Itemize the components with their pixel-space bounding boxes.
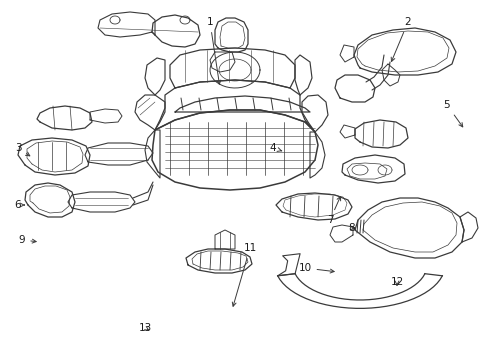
Text: 3: 3 [15, 143, 30, 156]
Polygon shape [302, 95, 327, 132]
Text: 8: 8 [348, 223, 355, 233]
Polygon shape [215, 18, 247, 52]
Polygon shape [459, 212, 477, 242]
Polygon shape [353, 28, 455, 75]
Polygon shape [277, 274, 442, 309]
Polygon shape [381, 64, 399, 86]
Polygon shape [329, 225, 352, 242]
Text: 5: 5 [443, 100, 462, 127]
Text: 9: 9 [19, 235, 36, 245]
Polygon shape [68, 192, 135, 212]
Polygon shape [339, 125, 354, 138]
Text: 1: 1 [206, 17, 220, 84]
Polygon shape [37, 106, 92, 130]
Text: 10: 10 [298, 263, 333, 273]
Polygon shape [145, 130, 160, 178]
Polygon shape [185, 249, 251, 273]
Text: 11: 11 [232, 243, 256, 306]
Polygon shape [215, 230, 235, 249]
Polygon shape [341, 155, 404, 183]
Polygon shape [294, 55, 311, 95]
Text: 7: 7 [326, 197, 340, 225]
Text: 2: 2 [390, 17, 410, 62]
Text: 12: 12 [389, 277, 403, 287]
Polygon shape [152, 110, 317, 190]
Text: 13: 13 [138, 323, 151, 333]
Polygon shape [170, 48, 294, 88]
Polygon shape [334, 75, 374, 102]
Polygon shape [18, 138, 90, 175]
Polygon shape [354, 198, 463, 258]
Polygon shape [25, 183, 75, 217]
Polygon shape [90, 109, 122, 123]
Polygon shape [275, 193, 351, 220]
Text: 6: 6 [15, 200, 24, 210]
Polygon shape [175, 96, 309, 112]
Polygon shape [98, 12, 155, 37]
Polygon shape [145, 58, 164, 95]
Polygon shape [209, 52, 235, 72]
Polygon shape [354, 120, 407, 148]
Text: 4: 4 [269, 143, 281, 153]
Polygon shape [135, 95, 164, 130]
Polygon shape [277, 254, 300, 276]
Polygon shape [85, 143, 153, 165]
Polygon shape [309, 132, 325, 178]
Polygon shape [152, 15, 200, 47]
Polygon shape [339, 45, 353, 62]
Polygon shape [155, 80, 314, 132]
